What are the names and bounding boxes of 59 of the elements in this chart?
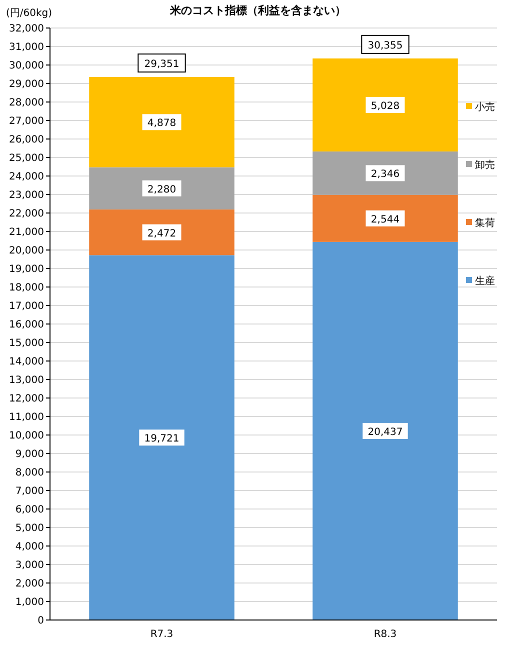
data-label: 5,028	[370, 100, 400, 112]
y-tick-label: 1,000	[15, 597, 44, 608]
data-label: 4,878	[147, 118, 176, 130]
y-tick-label: 26,000	[9, 134, 44, 146]
x-tick-label: R7.3	[150, 629, 174, 640]
y-tick-label: 3,000	[15, 560, 44, 571]
y-tick-label: 18,000	[9, 282, 44, 294]
y-tick-label: 27,000	[9, 116, 44, 127]
y-tick-label: 30,000	[9, 60, 44, 72]
bar	[89, 255, 234, 620]
y-tick-label: 14,000	[9, 356, 44, 368]
y-tick-label: 11,000	[9, 412, 44, 423]
data-label: 20,437	[368, 426, 403, 438]
data-label: 2,472	[147, 228, 176, 240]
y-tick-label: 5,000	[15, 523, 44, 534]
total-label: 29,351	[144, 59, 180, 70]
y-tick-label: 20,000	[9, 246, 44, 256]
y-tick-label: 31,000	[9, 42, 44, 53]
legend-label: 小売	[475, 101, 495, 113]
chart-title: 米のコスト指標（利益を含まない）	[169, 4, 346, 17]
y-tick-label: 16,000	[9, 320, 44, 330]
y-tick-label: 6,000	[15, 504, 44, 516]
y-tick-label: 10,000	[9, 430, 44, 442]
y-tick-label: 21,000	[9, 227, 44, 238]
y-tick-label: 24,000	[9, 172, 44, 182]
data-label: 2,346	[370, 169, 400, 180]
bar	[89, 77, 234, 168]
bar	[312, 58, 458, 152]
bar	[312, 194, 458, 242]
total-label: 30,355	[368, 40, 403, 52]
legend-label: 生産	[475, 275, 495, 287]
bar	[89, 167, 234, 210]
y-tick-label: 25,000	[9, 153, 44, 164]
y-tick-label: 29,000	[9, 79, 44, 90]
y-tick-label: 4,000	[15, 542, 44, 552]
y-tick-label: 22,000	[9, 208, 44, 220]
bar	[312, 242, 458, 620]
y-tick-label: 7,000	[15, 486, 44, 497]
y-tick-label: 32,000	[9, 24, 44, 34]
y-tick-label: 8,000	[15, 468, 44, 478]
data-label: 19,721	[144, 434, 180, 445]
data-label: 2,544	[370, 214, 400, 226]
y-tick-label: 2,000	[15, 578, 44, 590]
y-tick-label: 9,000	[15, 449, 44, 460]
y-tick-label: 19,000	[9, 264, 44, 275]
legend-label: 卸売	[475, 159, 495, 171]
legend-label: 集荷	[475, 217, 495, 229]
y-tick-label: 15,000	[9, 338, 44, 349]
bar	[89, 209, 234, 256]
y-tick-label: 23,000	[9, 190, 44, 201]
y-axis-title: (円/60kg)	[6, 8, 52, 19]
y-tick-label: 12,000	[9, 394, 44, 404]
bar	[312, 151, 458, 195]
data-label: 2,280	[147, 184, 176, 196]
x-tick-label: R8.3	[374, 629, 397, 640]
y-tick-label: 28,000	[9, 98, 44, 108]
y-tick-label: 13,000	[9, 375, 44, 386]
y-tick-label: 0	[38, 616, 44, 626]
y-tick-label: 17,000	[9, 301, 44, 312]
